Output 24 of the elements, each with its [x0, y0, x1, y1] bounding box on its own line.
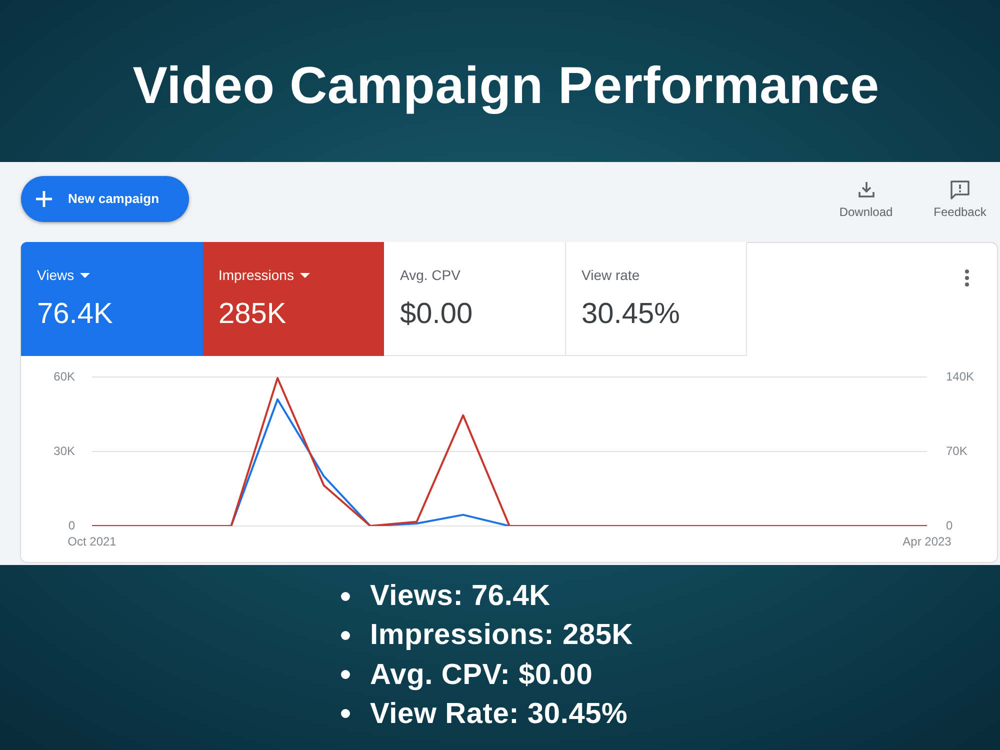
y2-tick-label: 0 — [946, 518, 953, 532]
text: View rate — [582, 267, 640, 283]
text: Impressions: 285K — [370, 618, 633, 652]
text: 30.45% — [582, 297, 680, 331]
y2-tick-label: 140K — [946, 369, 974, 384]
y-tick-label: 0 — [68, 518, 76, 532]
x-tick-label: Oct 2021 — [68, 534, 117, 549]
text: Impressions — [218, 267, 294, 283]
text: New campaign — [68, 191, 160, 207]
x-tick-label: Apr 2023 — [902, 534, 952, 549]
text: Avg. CPV — [400, 267, 460, 283]
text: Feedback — [932, 205, 988, 219]
text: $0.00 — [400, 297, 473, 331]
text: View Rate: 30.45% — [370, 696, 628, 731]
text: Avg. CPV: $0.00 — [370, 658, 593, 692]
text: 285K — [218, 297, 286, 331]
text: Views — [37, 267, 74, 283]
y-tick-label: 30K — [54, 444, 75, 458]
text: Views: 76.4K — [370, 579, 550, 613]
y-tick-label: 60K — [54, 369, 75, 384]
chart-title: Video Campaign Performance — [132, 56, 880, 117]
y2-tick-label: 70K — [946, 444, 968, 458]
text: Download — [838, 205, 894, 219]
text: 76.4K — [37, 297, 113, 331]
